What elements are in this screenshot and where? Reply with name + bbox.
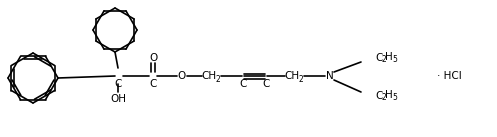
Text: C: C bbox=[375, 53, 382, 63]
Text: C: C bbox=[149, 79, 157, 89]
Text: OH: OH bbox=[110, 94, 126, 104]
Text: O: O bbox=[178, 71, 186, 81]
Text: 2: 2 bbox=[216, 75, 220, 83]
Text: CH: CH bbox=[201, 71, 217, 81]
Text: 5: 5 bbox=[392, 55, 397, 65]
Text: H: H bbox=[385, 90, 393, 100]
Text: CH: CH bbox=[284, 71, 300, 81]
Text: 2: 2 bbox=[381, 93, 386, 102]
Text: N: N bbox=[326, 71, 334, 81]
Text: C: C bbox=[114, 79, 122, 89]
Text: · HCl: · HCl bbox=[437, 71, 462, 81]
Text: 5: 5 bbox=[392, 93, 397, 102]
Text: 2: 2 bbox=[381, 55, 386, 65]
Text: C: C bbox=[375, 91, 382, 101]
Text: 2: 2 bbox=[299, 75, 303, 83]
Text: O: O bbox=[149, 53, 157, 63]
Text: C: C bbox=[240, 79, 247, 89]
Text: H: H bbox=[385, 52, 393, 62]
Text: C: C bbox=[262, 79, 270, 89]
